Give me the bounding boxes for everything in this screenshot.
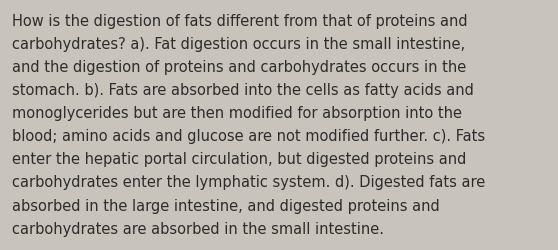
- Text: and the digestion of proteins and carbohydrates occurs in the: and the digestion of proteins and carboh…: [12, 60, 466, 75]
- Text: absorbed in the large intestine, and digested proteins and: absorbed in the large intestine, and dig…: [12, 198, 440, 213]
- Text: How is the digestion of fats different from that of proteins and: How is the digestion of fats different f…: [12, 14, 468, 29]
- Text: carbohydrates are absorbed in the small intestine.: carbohydrates are absorbed in the small …: [12, 221, 384, 236]
- Text: monoglycerides but are then modified for absorption into the: monoglycerides but are then modified for…: [12, 106, 462, 121]
- Text: carbohydrates? a). Fat digestion occurs in the small intestine,: carbohydrates? a). Fat digestion occurs …: [12, 37, 465, 52]
- Text: blood; amino acids and glucose are not modified further. c). Fats: blood; amino acids and glucose are not m…: [12, 129, 485, 144]
- Text: carbohydrates enter the lymphatic system. d). Digested fats are: carbohydrates enter the lymphatic system…: [12, 175, 485, 190]
- Text: stomach. b). Fats are absorbed into the cells as fatty acids and: stomach. b). Fats are absorbed into the …: [12, 83, 474, 98]
- Text: enter the hepatic portal circulation, but digested proteins and: enter the hepatic portal circulation, bu…: [12, 152, 466, 167]
